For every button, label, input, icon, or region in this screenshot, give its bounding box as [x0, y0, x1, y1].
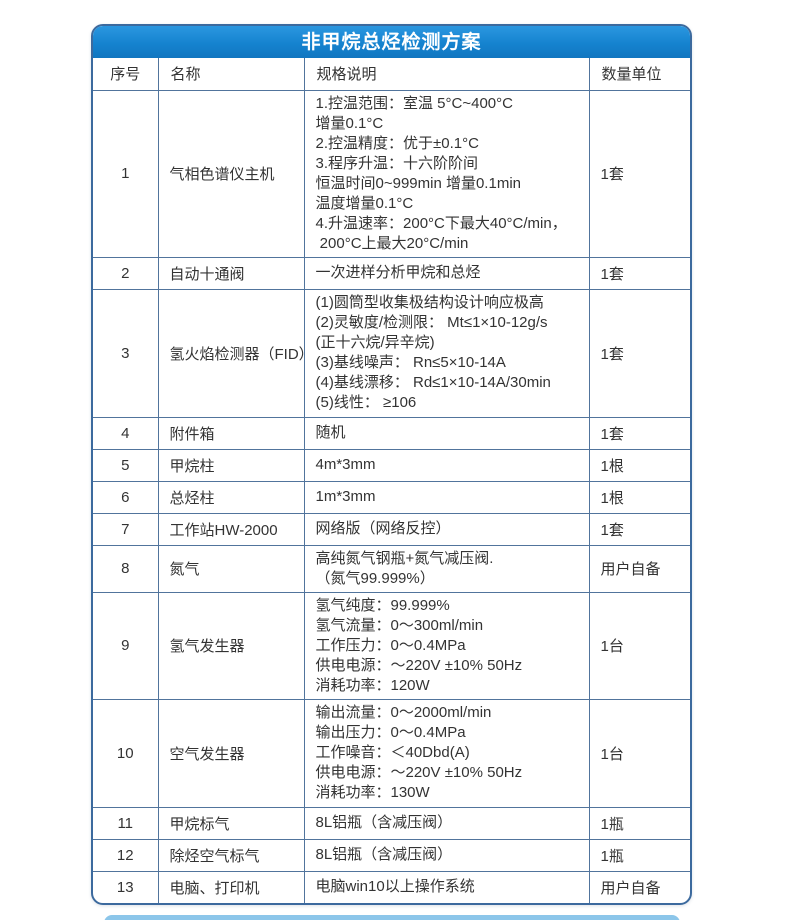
- row-name: 附件箱: [157, 416, 305, 450]
- row-spec: 1.控温范围：室温 5°C~400°C 增量0.1°C 2.控温精度：优于±0.…: [303, 89, 590, 258]
- row-name: 空气发生器: [157, 698, 305, 808]
- table-row: 4 附件箱 随机 1套: [93, 416, 690, 450]
- header-qty: 数量单位: [588, 58, 690, 90]
- row-qty: 用户自备: [588, 544, 690, 593]
- row-no: 4: [93, 416, 159, 450]
- row-name: 除烃空气标气: [157, 838, 305, 872]
- row-name: 氢气发生器: [157, 591, 305, 700]
- row-spec: 氢气纯度：99.999% 氢气流量：0～300ml/min 工作压力：0～0.4…: [303, 591, 590, 700]
- table-row: 2 自动十通阀 一次进样分析甲烷和总烃 1套: [93, 256, 690, 290]
- row-name: 甲烷标气: [157, 806, 305, 840]
- row-qty: 1套: [588, 416, 690, 450]
- header-no: 序号: [93, 58, 159, 90]
- row-qty: 1根: [588, 448, 690, 482]
- row-qty: 1套: [588, 256, 690, 290]
- row-name: 氢火焰检测器（FID）: [157, 288, 305, 418]
- row-name: 自动十通阀: [157, 256, 305, 290]
- row-no: 7: [93, 512, 159, 546]
- row-qty: 1台: [588, 591, 690, 700]
- row-spec: 一次进样分析甲烷和总烃: [303, 256, 590, 290]
- row-name: 氮气: [157, 544, 305, 593]
- row-qty: 1瓶: [588, 838, 690, 872]
- table-row: 6 总烃柱 1m*3mm 1根: [93, 480, 690, 514]
- row-qty: 1套: [588, 288, 690, 418]
- row-name: 工作站HW-2000: [157, 512, 305, 546]
- row-qty: 1瓶: [588, 806, 690, 840]
- row-no: 6: [93, 480, 159, 514]
- row-qty: 1套: [588, 512, 690, 546]
- row-qty: 1套: [588, 89, 690, 258]
- table-row: 3 氢火焰检测器（FID） (1)圆筒型收集极结构设计响应极高 (2)灵敏度/检…: [93, 288, 690, 418]
- row-name: 气相色谱仪主机: [157, 89, 305, 258]
- spec-card: 非甲烷总烃检测方案 序号 名称 规格说明 数量单位 1 气相色谱仪主机 1.控温…: [91, 24, 692, 905]
- row-name: 电脑、打印机: [157, 870, 305, 903]
- next-section-top-edge: [104, 915, 680, 920]
- row-spec: 8L铝瓶（含减压阀）: [303, 838, 590, 872]
- table-row: 10 空气发生器 输出流量：0～2000ml/min 输出压力：0～0.4MPa…: [93, 698, 690, 808]
- row-no: 2: [93, 256, 159, 290]
- row-spec: 8L铝瓶（含减压阀）: [303, 806, 590, 840]
- row-no: 10: [93, 698, 159, 808]
- spec-table: 序号 名称 规格说明 数量单位 1 气相色谱仪主机 1.控温范围：室温 5°C~…: [93, 58, 690, 903]
- table-row: 5 甲烷柱 4m*3mm 1根: [93, 448, 690, 482]
- table-row: 12 除烃空气标气 8L铝瓶（含减压阀） 1瓶: [93, 838, 690, 872]
- table-row: 9 氢气发生器 氢气纯度：99.999% 氢气流量：0～300ml/min 工作…: [93, 591, 690, 700]
- row-spec: 4m*3mm: [303, 448, 590, 482]
- table-row: 1 气相色谱仪主机 1.控温范围：室温 5°C~400°C 增量0.1°C 2.…: [93, 89, 690, 258]
- row-no: 12: [93, 838, 159, 872]
- row-qty: 1台: [588, 698, 690, 808]
- header-name: 名称: [157, 58, 305, 90]
- row-spec: 随机: [303, 416, 590, 450]
- row-spec: 1m*3mm: [303, 480, 590, 514]
- row-no: 8: [93, 544, 159, 593]
- table-row: 8 氮气 高纯氮气钢瓶+氮气减压阀. （氮气99.999%） 用户自备: [93, 544, 690, 593]
- header-spec: 规格说明: [303, 58, 590, 90]
- row-no: 1: [93, 89, 159, 258]
- row-name: 总烃柱: [157, 480, 305, 514]
- row-qty: 用户自备: [588, 870, 690, 903]
- table-header-row: 序号 名称 规格说明 数量单位: [93, 58, 690, 90]
- row-no: 5: [93, 448, 159, 482]
- row-spec: 网络版（网络反控）: [303, 512, 590, 546]
- table-row: 11 甲烷标气 8L铝瓶（含减压阀） 1瓶: [93, 806, 690, 840]
- row-spec: 电脑win10以上操作系统: [303, 870, 590, 903]
- row-spec: 输出流量：0～2000ml/min 输出压力：0～0.4MPa 工作噪音：＜40…: [303, 698, 590, 808]
- table-row: 7 工作站HW-2000 网络版（网络反控） 1套: [93, 512, 690, 546]
- table-row: 13 电脑、打印机 电脑win10以上操作系统 用户自备: [93, 870, 690, 903]
- title-banner: 非甲烷总烃检测方案: [93, 26, 690, 58]
- row-qty: 1根: [588, 480, 690, 514]
- page-title: 非甲烷总烃检测方案: [301, 31, 482, 53]
- row-no: 3: [93, 288, 159, 418]
- row-no: 13: [93, 870, 159, 903]
- row-name: 甲烷柱: [157, 448, 305, 482]
- row-spec: (1)圆筒型收集极结构设计响应极高 (2)灵敏度/检测限： Mt≤1×10-12…: [303, 288, 590, 418]
- row-spec: 高纯氮气钢瓶+氮气减压阀. （氮气99.999%）: [303, 544, 590, 593]
- row-no: 11: [93, 806, 159, 840]
- row-no: 9: [93, 591, 159, 700]
